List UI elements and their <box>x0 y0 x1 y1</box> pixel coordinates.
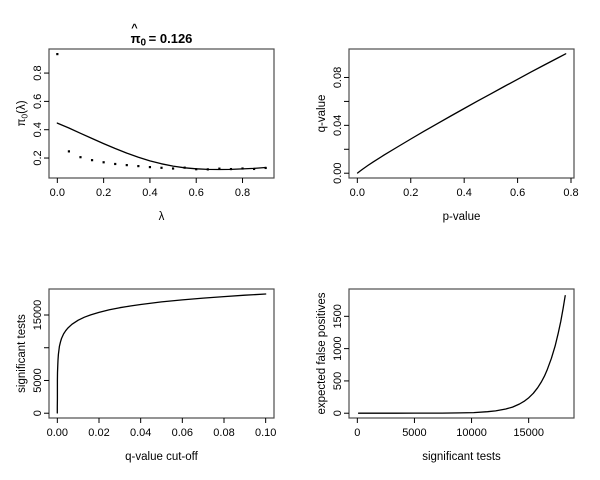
svg-text:0.4: 0.4 <box>142 187 157 199</box>
svg-text:0.00: 0.00 <box>332 163 344 184</box>
svg-text:^: ^ <box>131 23 138 35</box>
plot-significant-tests-vs-qvalue-cutoff: 0.00 0.02 0.04 0.06 0.08 0.10 0 5000 15000 q-valu… <box>16 288 276 463</box>
svg-text:q-value cut-off: q-value cut-off <box>125 451 198 463</box>
plot-pi0-vs-lambda: 0.0 0.2 0.4 0.6 0.8 0.2 0.4 0.6 0.8 λ π0(λ) π0 = 0.… <box>16 23 275 223</box>
svg-text:0.04: 0.04 <box>332 115 344 136</box>
svg-text:5000: 5000 <box>32 368 44 392</box>
svg-text:0.00: 0.00 <box>47 427 68 439</box>
svg-text:0.02: 0.02 <box>88 427 109 439</box>
svg-text:significant tests: significant tests <box>16 314 28 393</box>
svg-text:expected false positives: expected false positives <box>316 292 328 414</box>
svg-text:0: 0 <box>332 410 344 416</box>
svg-text:0.8: 0.8 <box>32 65 44 80</box>
svg-text:significant tests: significant tests <box>422 451 501 463</box>
svg-text:0: 0 <box>32 410 44 416</box>
svg-text:0.8: 0.8 <box>235 187 250 199</box>
svg-text:π0(λ): π0(λ) <box>16 100 30 126</box>
svg-text:1000: 1000 <box>332 336 344 360</box>
svg-text:15000: 15000 <box>32 300 44 331</box>
svg-text:0.8: 0.8 <box>563 187 578 199</box>
svg-text:0: 0 <box>354 427 360 439</box>
svg-text:q-value: q-value <box>316 95 328 133</box>
svg-text:λ: λ <box>159 211 165 223</box>
plot-expected-false-positives-vs-significant-tests: 0 5000 10000 15000 0 500 1000 1500 significant t… <box>316 288 575 463</box>
svg-text:0.0: 0.0 <box>350 187 365 199</box>
svg-text:0.6: 0.6 <box>510 187 525 199</box>
svg-text:0.6: 0.6 <box>32 94 44 109</box>
svg-text:0.06: 0.06 <box>172 427 193 439</box>
svg-text:0.10: 0.10 <box>255 427 276 439</box>
svg-text:15000: 15000 <box>513 427 544 439</box>
svg-text:0.2: 0.2 <box>96 187 111 199</box>
svg-text:500: 500 <box>332 372 344 390</box>
svg-text:0.0: 0.0 <box>50 187 65 199</box>
plot-qvalue-vs-pvalue: 0.0 0.2 0.4 0.6 0.8 0.00 0.04 0.08 p-value q-valu… <box>316 48 579 223</box>
svg-text:0.4: 0.4 <box>32 122 44 137</box>
svg-text:1500: 1500 <box>332 304 344 328</box>
svg-text:0.4: 0.4 <box>457 187 472 199</box>
svg-text:0.2: 0.2 <box>32 150 44 165</box>
svg-text:5000: 5000 <box>402 427 426 439</box>
svg-text:0.2: 0.2 <box>403 187 418 199</box>
svg-text:π0 = 0.126: π0 = 0.126 <box>131 31 193 49</box>
svg-text:p-value: p-value <box>443 211 481 223</box>
svg-text:0.08: 0.08 <box>213 427 234 439</box>
svg-text:0.04: 0.04 <box>130 427 151 439</box>
svg-text:0.08: 0.08 <box>332 67 344 88</box>
svg-text:0.6: 0.6 <box>189 187 204 199</box>
svg-text:10000: 10000 <box>456 427 487 439</box>
